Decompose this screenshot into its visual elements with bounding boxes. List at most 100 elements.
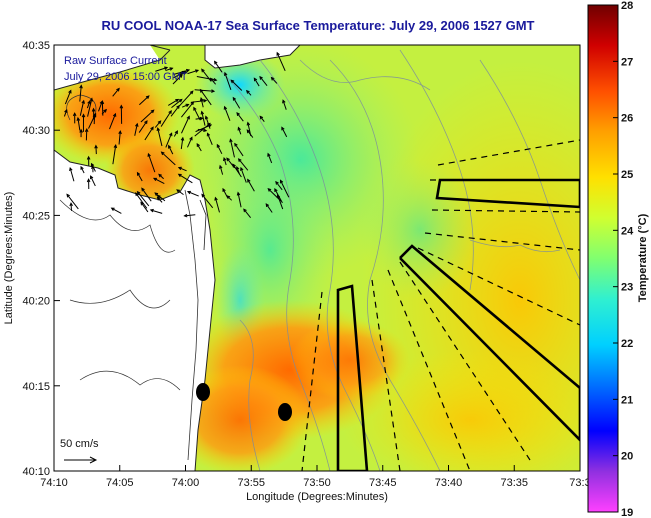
current-vector-head xyxy=(178,98,183,103)
current-vector xyxy=(190,100,207,103)
current-vector-head xyxy=(203,99,208,103)
current-vector-head xyxy=(177,173,182,178)
current-vector xyxy=(187,137,193,148)
glider-boxes xyxy=(336,178,580,471)
current-vector-head xyxy=(76,116,81,121)
current-vector xyxy=(275,181,283,191)
current-vector xyxy=(171,99,183,108)
current-vector-head xyxy=(185,103,190,108)
current-vector xyxy=(224,72,232,90)
current-vector xyxy=(134,123,138,136)
current-vector-head xyxy=(169,132,173,137)
current-vector-head xyxy=(279,179,284,184)
colorbar-tick-label: 23 xyxy=(621,282,633,294)
current-vector-head xyxy=(195,69,200,73)
current-vector-head xyxy=(223,156,227,162)
current-vector-head xyxy=(91,164,95,169)
current-vector xyxy=(160,110,172,127)
current-vector xyxy=(232,164,242,178)
current-vector-head xyxy=(226,157,230,162)
current-vector-head xyxy=(186,115,190,120)
colorbar-tick-label: 20 xyxy=(621,451,633,463)
current-vector-head xyxy=(222,187,226,192)
current-vector-head xyxy=(186,190,191,195)
current-vector xyxy=(195,117,203,120)
current-vector-head xyxy=(179,74,183,78)
current-vector xyxy=(165,67,173,72)
current-vector-head xyxy=(177,166,182,171)
current-vector-head xyxy=(204,115,209,120)
current-vector-head xyxy=(103,108,107,113)
colorbar-tick-label: 22 xyxy=(621,338,633,350)
current-vector-head xyxy=(81,99,85,104)
current-vector xyxy=(253,77,260,87)
current-vector-head xyxy=(232,96,237,101)
current-vector xyxy=(247,179,255,192)
current-vector xyxy=(247,122,252,137)
current-vector xyxy=(200,97,204,108)
current-vector-head xyxy=(186,68,191,73)
current-vector xyxy=(181,103,189,108)
x-axis-label: Longitude (Degrees:Minutes) xyxy=(246,491,388,503)
current-vector xyxy=(237,192,242,208)
current-vector-head xyxy=(87,100,91,105)
current-vector xyxy=(79,85,82,102)
current-vector xyxy=(179,90,194,107)
current-vector-head xyxy=(157,120,162,125)
current-vector xyxy=(165,133,173,148)
current-vector xyxy=(173,69,190,75)
current-vector xyxy=(157,197,163,203)
current-vector xyxy=(187,69,199,75)
current-vector xyxy=(236,112,244,122)
current-vector xyxy=(240,167,247,183)
current-vector-head xyxy=(259,115,264,120)
current-vector-head xyxy=(168,109,172,114)
current-vector-head xyxy=(237,126,241,131)
current-vector-head xyxy=(214,196,218,201)
current-vector xyxy=(237,127,242,135)
current-vector-head xyxy=(276,51,280,56)
current-vector xyxy=(90,175,96,187)
current-vector xyxy=(112,145,117,165)
current-vector-head xyxy=(156,194,161,199)
current-vector xyxy=(147,153,156,173)
current-vector-head xyxy=(199,97,204,102)
current-vector xyxy=(98,101,103,112)
current-vector xyxy=(79,100,85,116)
current-vector xyxy=(170,105,180,117)
x-tick-label: 73:50 xyxy=(303,477,331,489)
current-vector-head xyxy=(69,166,73,172)
current-vector xyxy=(282,100,287,110)
current-vector-head xyxy=(193,106,197,111)
land-staten-island xyxy=(54,45,160,90)
current-vector-head xyxy=(282,99,286,104)
current-vector xyxy=(69,167,75,182)
current-vector xyxy=(214,197,220,213)
current-vector-head xyxy=(265,203,270,208)
colorbar-tick-label: 28 xyxy=(621,0,633,12)
current-vector xyxy=(140,202,149,213)
current-vector xyxy=(259,76,268,87)
current-vector-head xyxy=(201,193,205,198)
current-vector-head xyxy=(72,112,77,117)
current-vector-head xyxy=(154,192,159,196)
current-vector xyxy=(207,133,213,146)
current-vector-head xyxy=(213,77,218,82)
current-vector-head xyxy=(236,191,241,196)
y-tick-label: 40:15 xyxy=(22,381,50,393)
current-vector-head xyxy=(90,175,94,180)
current-vector xyxy=(184,214,196,217)
current-vector-head xyxy=(176,104,180,109)
current-vector-head xyxy=(144,120,148,125)
current-vector xyxy=(64,90,72,105)
current-vector-head xyxy=(91,107,96,112)
y-tick-label: 40:35 xyxy=(22,40,50,52)
current-vector xyxy=(77,117,81,131)
y-tick-label: 40:25 xyxy=(22,210,50,222)
y-tick-label: 40:30 xyxy=(22,125,50,137)
current-vector-head xyxy=(89,97,94,102)
current-vector xyxy=(141,188,152,202)
colorbar: 28 27 26 25 24 23 22 21 20 19 Temperature (°C) xyxy=(587,0,649,518)
current-vector xyxy=(194,89,215,92)
current-vector-head xyxy=(68,89,72,94)
